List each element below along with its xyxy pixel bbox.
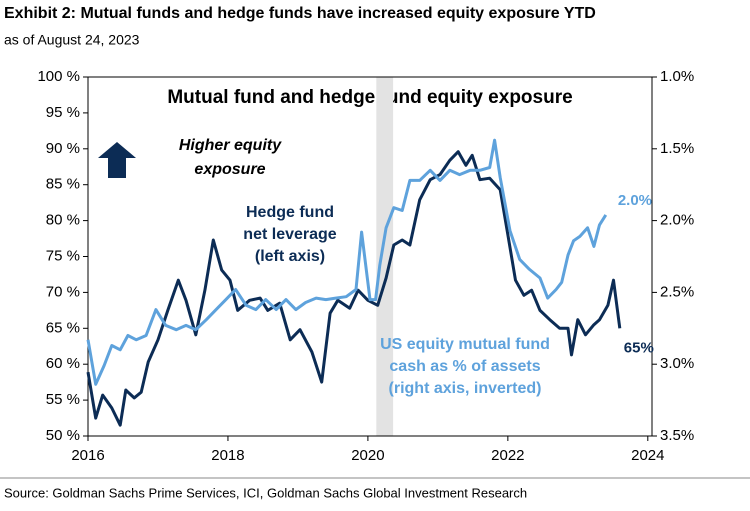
series-label: net leverage (243, 226, 336, 243)
y-tick-label: 50 % (46, 427, 80, 444)
y-tick-label: 100 % (37, 68, 80, 85)
annotation: exposure (194, 161, 265, 178)
series-label: Hedge fund (246, 204, 334, 221)
y-tick-label: 65 % (46, 319, 80, 336)
y2-tick-label: 3.0% (660, 355, 694, 372)
y-tick-label: 85 % (46, 176, 80, 193)
value-label: 2.0% (618, 192, 652, 209)
y-tick-label: 80 % (46, 212, 80, 229)
series-label: (right axis, inverted) (389, 380, 542, 397)
y2-tick-label: 2.5% (660, 283, 694, 300)
shaded-period (376, 77, 394, 436)
annotation: Higher equity (179, 137, 282, 154)
y-tick-label: 70 % (46, 283, 80, 300)
x-tick-label: 2020 (351, 447, 384, 464)
x-tick-label: 2018 (211, 447, 244, 464)
chart-title: Exhibit 2: Mutual funds and hedge funds … (4, 5, 596, 22)
series-line (86, 138, 608, 386)
y2-tick-label: 2.0% (660, 212, 694, 229)
series-label: US equity mutual fund (380, 336, 550, 353)
value-label: 65% (624, 339, 654, 356)
y2-tick-label: 1.0% (660, 68, 694, 85)
y-tick-label: 60 % (46, 355, 80, 372)
series-line (86, 150, 622, 427)
y-tick-label: 90 % (46, 140, 80, 157)
source: Source: Goldman Sachs Prime Services, IC… (4, 485, 527, 500)
x-tick-label: 2024 (631, 447, 664, 464)
y-tick-label: 55 % (46, 391, 80, 408)
series-label: (left axis) (255, 248, 325, 265)
x-tick-label: 2022 (491, 447, 524, 464)
plot-title: Mutual fund and hedge fund equity exposu… (167, 87, 572, 108)
y2-tick-label: 1.5% (660, 140, 694, 157)
chart-subtitle: as of August 24, 2023 (4, 32, 140, 48)
x-tick-label: 2016 (71, 447, 104, 464)
y2-tick-label: 3.5% (660, 427, 694, 444)
series-label: cash as % of assets (389, 358, 540, 375)
y-tick-label: 75 % (46, 247, 80, 264)
arrow-icon (98, 142, 136, 178)
y-tick-label: 95 % (46, 104, 80, 121)
